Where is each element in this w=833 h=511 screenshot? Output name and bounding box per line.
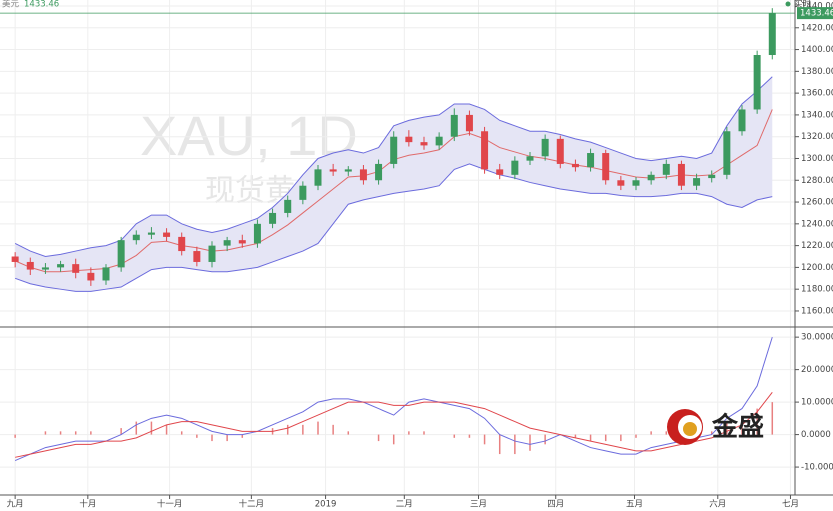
- candle-body: [344, 169, 352, 172]
- candle-body: [420, 142, 428, 146]
- band-lower: [14, 163, 773, 292]
- candle-body: [163, 232, 171, 237]
- candle-body: [693, 178, 701, 186]
- dif-line: [14, 336, 773, 462]
- candle-body: [87, 272, 95, 281]
- candle-body: [284, 199, 292, 213]
- candle-body: [208, 245, 216, 262]
- candle-body: [753, 55, 761, 110]
- candle-body: [147, 232, 155, 235]
- candle-body: [72, 264, 80, 273]
- y-tick-label: 20.0000: [801, 365, 833, 375]
- candle-body: [26, 261, 34, 270]
- x-tick-label: 十一月: [157, 499, 183, 510]
- candle-body: [632, 180, 640, 186]
- watermark: XAU, 1D: [140, 104, 358, 167]
- x-tick-label: 十二月: [239, 499, 265, 510]
- x-tick-label: 四月: [547, 500, 564, 510]
- candle-body: [178, 236, 186, 252]
- last-price-label: 1433.46: [800, 9, 833, 19]
- y-tick-label: 1220.00: [801, 241, 833, 251]
- x-tick-label: 2019: [315, 500, 337, 510]
- candle-body: [541, 138, 549, 157]
- candle-body: [11, 256, 19, 262]
- y-tick-label: 1180.00: [801, 285, 833, 295]
- y-tick-label: 1380.00: [801, 67, 833, 77]
- candle-body: [375, 163, 383, 181]
- last-price-box: [797, 7, 833, 20]
- candle-body: [496, 169, 504, 175]
- candle-body: [556, 138, 564, 164]
- candle-body: [662, 163, 670, 175]
- x-tick-label: 十月: [79, 499, 96, 510]
- y-tick-label: 1160.00: [801, 306, 833, 316]
- x-tick-label: 七月: [782, 500, 799, 510]
- candle-body: [677, 163, 685, 186]
- candle-body: [450, 114, 458, 137]
- candle-body: [223, 240, 231, 246]
- status-dot: [785, 1, 791, 7]
- y-tick-label: 0.0000: [801, 430, 831, 440]
- candle-body: [526, 156, 534, 161]
- y-tick-label: 10.0000: [801, 398, 833, 408]
- y-tick-label: 1340.00: [801, 110, 833, 120]
- candle-body: [587, 153, 595, 168]
- logo-mark: [667, 409, 703, 445]
- x-tick-label: 三月: [470, 500, 487, 510]
- y-tick-label: 1440.00: [801, 1, 833, 11]
- x-tick-label: 九月: [7, 500, 24, 510]
- candle-body: [57, 264, 65, 268]
- candle-body: [238, 240, 246, 244]
- status: 实时: [794, 0, 812, 10]
- y-tick-label: 1280.00: [801, 176, 833, 186]
- header-price: 1433.46: [24, 0, 59, 10]
- candle-body: [299, 185, 307, 200]
- band-fill: [15, 76, 773, 292]
- candle-body: [193, 251, 201, 262]
- candle-body: [511, 160, 519, 175]
- candle-body: [269, 212, 277, 224]
- y-tick-label: -10.0000: [801, 463, 833, 473]
- x-tick-label: 二月: [396, 500, 413, 510]
- y-tick-label: 1300.00: [801, 154, 833, 164]
- y-tick-label: 1260.00: [801, 198, 833, 208]
- currency: 美元: [2, 0, 20, 10]
- candle-body: [617, 180, 625, 186]
- candle-body: [768, 13, 776, 56]
- candle-body: [571, 163, 579, 168]
- dea-line: [15, 392, 773, 458]
- candle-body: [435, 136, 443, 146]
- y-tick-label: 1400.00: [801, 45, 833, 55]
- candle-body: [41, 267, 49, 270]
- x-tick-label: 六月: [709, 499, 726, 510]
- candle-body: [390, 136, 398, 164]
- candle-body: [405, 136, 413, 143]
- candle-body: [117, 240, 125, 268]
- plot: [0, 0, 795, 495]
- logo-text: 金盛: [711, 412, 764, 443]
- y-tick-label: 1420.00: [801, 23, 833, 33]
- candle-body: [132, 234, 140, 241]
- y-tick-label: 1240.00: [801, 219, 833, 229]
- y-tick-label: 1360.00: [801, 89, 833, 99]
- candle-body: [723, 131, 731, 175]
- candle-body: [102, 267, 110, 281]
- candle-body: [329, 169, 337, 172]
- candle-body: [647, 174, 655, 181]
- candle-body: [314, 169, 322, 186]
- candle-body: [359, 169, 367, 181]
- candle-body: [253, 223, 261, 244]
- candle-body: [602, 153, 610, 181]
- y-tick-label: 30.0000: [801, 333, 833, 343]
- candle-body: [481, 131, 489, 170]
- candle-body: [738, 109, 746, 132]
- candle-body: [708, 174, 716, 179]
- y-tick-label: 1200.00: [801, 263, 833, 273]
- y-tick-label: 1320.00: [801, 132, 833, 142]
- candle-body: [465, 114, 473, 132]
- band-upper: [14, 76, 773, 258]
- x-tick-label: 五月: [626, 500, 643, 510]
